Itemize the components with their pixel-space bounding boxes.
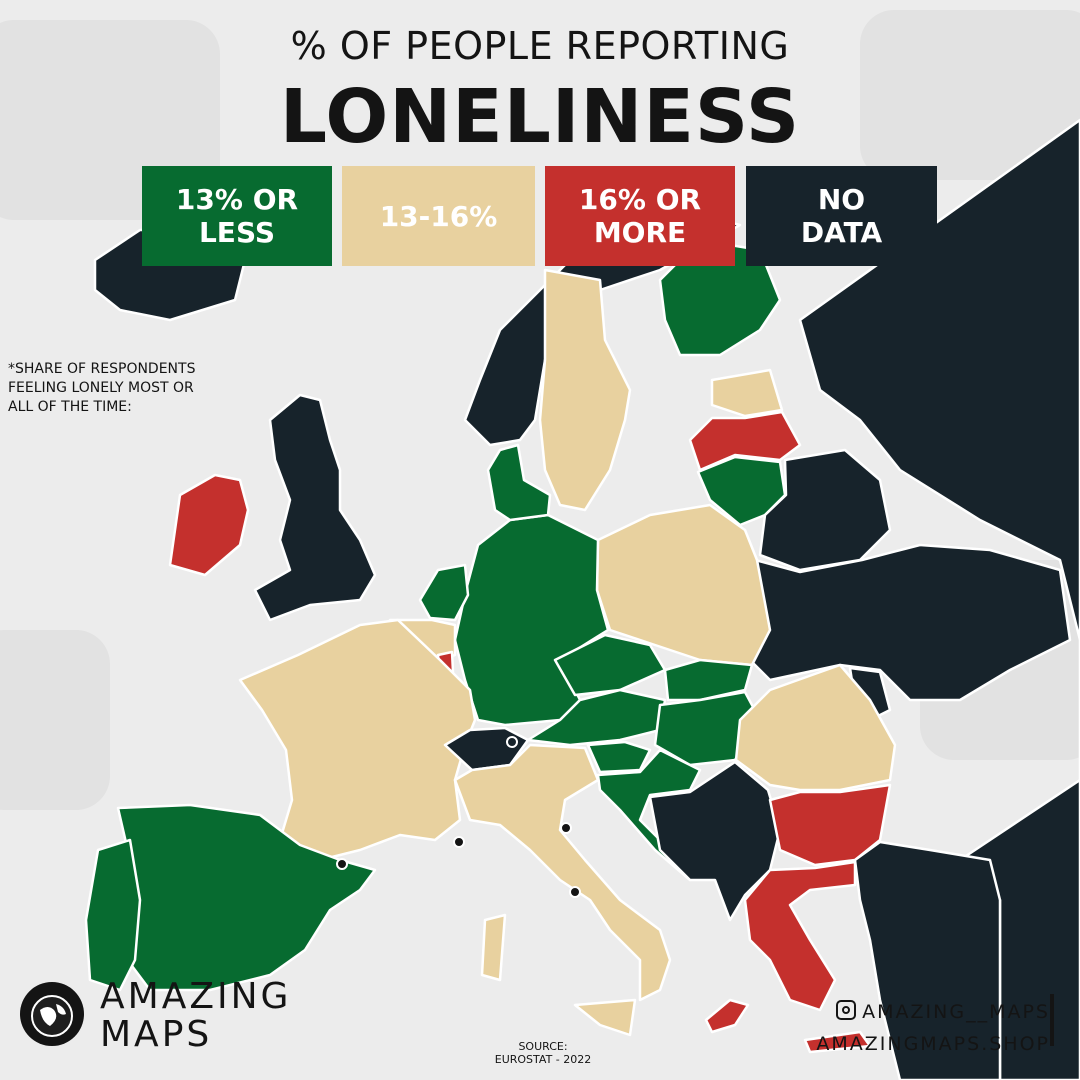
city-dot — [560, 822, 572, 834]
city-dot — [506, 736, 518, 748]
source-credit: SOURCE: EUROSTAT - 2022 — [458, 1040, 628, 1066]
brand-name-line2: MAPS — [100, 1014, 213, 1055]
source-value: EUROSTAT - 2022 — [494, 1053, 592, 1066]
legend-item-nodata: NO DATA — [746, 166, 937, 266]
instagram-icon — [836, 1000, 857, 1020]
region-turkey — [853, 840, 1002, 1080]
footnote-line: FEELING LONELY MOST OR — [8, 380, 194, 396]
region-portugal — [84, 838, 142, 992]
shop-link[interactable]: AMAZINGMAPS.SHOP — [816, 1033, 1050, 1055]
footnote: *SHARE OF RESPONDENTS FEELING LONELY MOS… — [8, 360, 195, 417]
region-italy — [453, 743, 672, 1002]
region-sardinia — [480, 913, 507, 982]
city-dot — [336, 858, 348, 870]
social-links: AMAZING__MAPS AMAZINGMAPS.SHOP — [816, 996, 1050, 1060]
legend-label-line2: DATA — [800, 216, 883, 249]
region-slovakia — [663, 658, 754, 702]
city-dot — [569, 886, 581, 898]
legend-label-line1: NO — [817, 183, 866, 216]
region-estonia — [710, 368, 784, 418]
region-slovenia — [586, 740, 652, 774]
city-dots — [336, 736, 581, 898]
legend-item-low: 13% OR LESS — [142, 166, 332, 266]
divider — [1050, 994, 1054, 1046]
legend-label-line2: LESS — [198, 216, 276, 249]
legend-label-line1: 13% OR — [175, 183, 299, 216]
background-tile — [0, 630, 110, 810]
legend-item-mid: 13-16% — [342, 166, 535, 266]
footnote-line: *SHARE OF RESPONDENTS — [8, 361, 196, 377]
brand-name-line1: AMAZING — [100, 976, 292, 1017]
page-title-line2: LONELINESS — [279, 74, 801, 160]
legend-label-line1: 16% OR — [578, 183, 702, 216]
region-sweden — [538, 268, 632, 512]
region-denmark — [486, 443, 552, 522]
region-united-kingdom — [253, 393, 377, 622]
source-label: SOURCE: — [518, 1040, 568, 1053]
region-sicily — [573, 998, 637, 1037]
region-netherlands — [418, 563, 470, 622]
region-bulgaria — [768, 783, 892, 867]
legend-label-line1: 13-16% — [379, 199, 498, 233]
region-croatia — [596, 748, 702, 882]
region-cyprus — [704, 998, 750, 1034]
region-ukraine — [748, 543, 1072, 702]
city-dot — [453, 836, 465, 848]
instagram-handle-text: AMAZING__MAPS — [862, 1001, 1050, 1023]
region-russia — [798, 118, 1080, 1080]
brand-logo — [20, 982, 84, 1046]
page-title-line1: % OF PEOPLE REPORTING — [290, 24, 790, 68]
region-poland — [595, 503, 772, 667]
region-balkans — [648, 760, 782, 922]
region-france — [238, 618, 477, 862]
instagram-handle[interactable]: AMAZING__MAPS — [816, 996, 1050, 1028]
legend-item-high: 16% OR MORE — [545, 166, 735, 266]
region-romania — [734, 663, 897, 792]
legend-label-line2: MORE — [593, 216, 687, 249]
region-austria — [526, 688, 667, 747]
region-crete — [803, 1030, 872, 1054]
region-latvia — [688, 410, 802, 472]
brand-name: AMAZING MAPS — [100, 978, 291, 1054]
region-greece — [743, 860, 857, 1012]
region-ireland — [168, 473, 250, 577]
footnote-line: ALL OF THE TIME: — [8, 399, 132, 415]
globe-icon — [31, 995, 73, 1037]
